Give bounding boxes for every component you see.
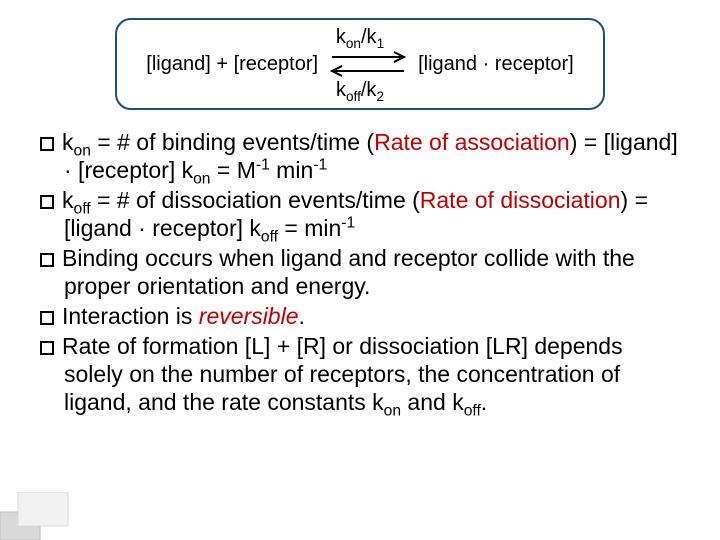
text-fragment: -1 bbox=[313, 156, 327, 173]
text-fragment: on bbox=[193, 171, 210, 188]
reversible-arrows-icon bbox=[328, 51, 408, 77]
text-fragment: -1 bbox=[256, 156, 270, 173]
text-fragment: ) = [ligand] bbox=[570, 129, 678, 155]
text-fragment: reversible bbox=[199, 303, 299, 329]
kon-slash: /k bbox=[361, 26, 377, 48]
text-fragment: off bbox=[464, 403, 481, 420]
text-fragment: k bbox=[62, 187, 74, 213]
koff-slash: /k bbox=[361, 79, 377, 101]
text-fragment: on bbox=[384, 403, 401, 420]
prod-post: receptor] bbox=[489, 53, 573, 75]
bullet-marker-icon bbox=[40, 253, 54, 267]
text-fragment: -1 bbox=[341, 214, 355, 231]
bullet-marker-icon bbox=[40, 137, 54, 151]
bullet-item: Rate of formation [L] + [R] or dissociat… bbox=[40, 332, 680, 416]
text-fragment: k bbox=[62, 129, 74, 155]
reactants: [ligand] + [receptor] bbox=[146, 53, 318, 76]
k1-sub: 1 bbox=[377, 36, 385, 51]
text-fragment: · bbox=[64, 157, 72, 183]
text-fragment: off bbox=[261, 229, 278, 246]
products: [ligand · receptor] bbox=[418, 53, 574, 76]
prod-pre: [ligand bbox=[418, 53, 483, 75]
text-fragment: Interaction is bbox=[62, 303, 199, 329]
bullet-marker-icon bbox=[40, 341, 54, 355]
text-fragment: Rate of dissociation bbox=[420, 187, 621, 213]
rate-label-bottom: koff/k2 bbox=[135, 79, 585, 102]
kon-k: k bbox=[336, 26, 346, 48]
k2-sub: 2 bbox=[376, 89, 384, 104]
text-fragment: Rate of formation [L] + [R] or dissociat… bbox=[62, 333, 623, 415]
text-fragment: = min bbox=[278, 215, 341, 241]
bullet-item: koff = # of dissociation events/time (Ra… bbox=[40, 186, 680, 242]
equation-row: [ligand] + [receptor] [ligand · receptor… bbox=[135, 51, 585, 77]
bullet-item: Binding occurs when ligand and receptor … bbox=[40, 244, 680, 300]
text-fragment: min bbox=[270, 157, 313, 183]
text-fragment: · bbox=[138, 215, 146, 241]
text-fragment: = # of dissociation events/time ( bbox=[91, 187, 420, 213]
text-fragment: . bbox=[299, 303, 305, 329]
text-fragment: Binding occurs when ligand and receptor … bbox=[62, 245, 635, 299]
text-fragment: = # of binding events/time ( bbox=[91, 129, 374, 155]
slide: kon/k1 [ligand] + [receptor] [ligand · r… bbox=[0, 0, 720, 540]
corner-decoration-icon bbox=[0, 492, 88, 540]
bullet-item: kon = # of binding events/time (Rate of … bbox=[40, 128, 680, 184]
kon-sub: on bbox=[346, 36, 361, 51]
text-fragment: receptor] k bbox=[146, 215, 261, 241]
equation-box: kon/k1 [ligand] + [receptor] [ligand · r… bbox=[115, 18, 605, 110]
text-fragment: = M bbox=[211, 157, 256, 183]
rate-label-top: kon/k1 bbox=[135, 26, 585, 49]
text-fragment: and k bbox=[401, 389, 464, 415]
text-fragment: Rate of association bbox=[374, 129, 570, 155]
bullet-item: Interaction is reversible. bbox=[40, 302, 680, 330]
bullet-list: kon = # of binding events/time (Rate of … bbox=[40, 128, 680, 416]
koff-k: k bbox=[336, 79, 346, 101]
bullet-marker-icon bbox=[40, 195, 54, 209]
text-fragment: [receptor] k bbox=[72, 157, 193, 183]
bullet-marker-icon bbox=[40, 311, 54, 325]
text-fragment: . bbox=[481, 389, 487, 415]
koff-sub: off bbox=[346, 89, 361, 104]
